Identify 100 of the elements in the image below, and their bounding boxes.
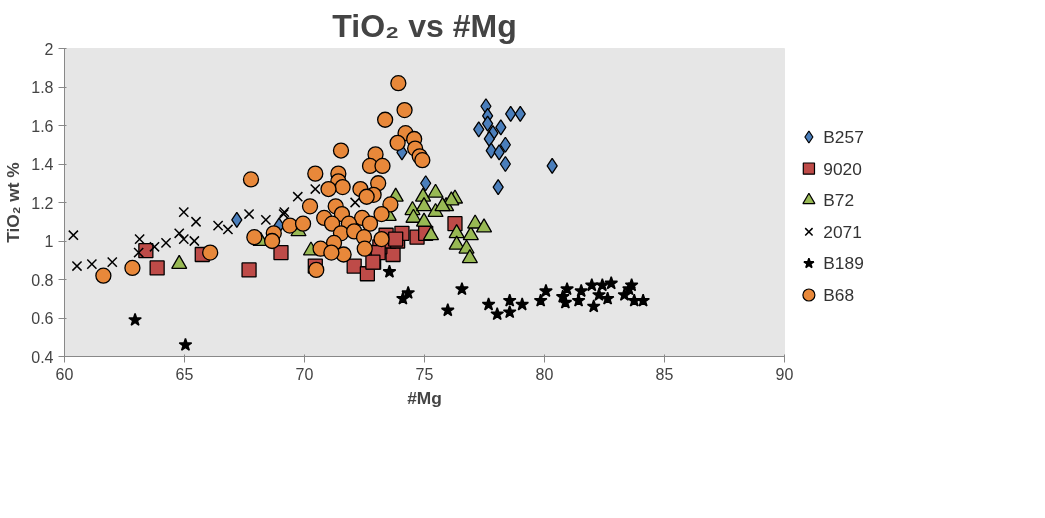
point (294, 215, 312, 232)
y-tick-label: 1.4 (31, 156, 54, 173)
point (533, 293, 548, 307)
y-tick-label: 1 (44, 233, 54, 250)
point (539, 283, 553, 298)
point (455, 281, 469, 296)
point (346, 258, 362, 274)
point (389, 134, 406, 151)
point (485, 142, 497, 159)
point (499, 136, 512, 153)
point (443, 191, 460, 206)
point (349, 197, 361, 208)
point (401, 285, 416, 299)
point (178, 337, 193, 351)
point (595, 278, 610, 292)
point (499, 155, 512, 173)
point (171, 254, 188, 270)
legend-label: 2071 (823, 221, 862, 242)
point (173, 227, 185, 239)
point (190, 216, 202, 228)
point (473, 121, 485, 138)
point (178, 206, 190, 218)
point (586, 299, 601, 313)
x-axis-title: #Mg (407, 387, 442, 408)
point (365, 254, 381, 270)
point (202, 244, 219, 261)
point (68, 229, 79, 241)
point (301, 198, 319, 215)
y-axis-title: TiO₂ wt % (3, 162, 24, 243)
point (481, 297, 496, 311)
point (396, 101, 413, 119)
point (574, 283, 589, 298)
point (604, 276, 619, 290)
point (382, 264, 397, 278)
point (448, 235, 465, 250)
point (246, 229, 263, 246)
point (212, 220, 224, 231)
point (260, 214, 272, 226)
x-tick-label: 65 (175, 365, 194, 383)
point (332, 142, 350, 159)
point (222, 224, 234, 235)
point (560, 281, 574, 296)
point (124, 259, 141, 277)
point (334, 178, 351, 196)
x-tick-label: 90 (775, 365, 794, 383)
point (323, 244, 340, 261)
point (395, 291, 410, 305)
point (475, 218, 493, 233)
point (490, 306, 505, 321)
point (231, 211, 243, 228)
point (376, 111, 394, 128)
point (515, 297, 530, 311)
point (414, 152, 431, 169)
point (584, 278, 599, 292)
point (481, 115, 494, 132)
point (86, 258, 98, 270)
y-tick-label: 0.8 (31, 271, 54, 289)
point (600, 291, 615, 305)
y-tick-label: 0.6 (31, 310, 54, 327)
point (448, 223, 465, 239)
point (160, 237, 172, 249)
point (502, 304, 517, 319)
point (134, 233, 145, 245)
point (320, 180, 337, 198)
point (420, 175, 432, 192)
y-tick-label: 1.6 (31, 117, 54, 135)
point (636, 293, 651, 307)
point (358, 188, 375, 205)
point (243, 208, 255, 220)
point (415, 197, 433, 212)
point (308, 261, 325, 279)
point (242, 171, 260, 188)
point (415, 212, 433, 227)
point (390, 75, 407, 92)
point (273, 244, 289, 261)
point (495, 119, 507, 136)
legend-label: B72 (823, 190, 855, 211)
point (149, 260, 165, 276)
legend-label: B189 (823, 253, 864, 274)
point (95, 267, 112, 284)
point (307, 165, 324, 182)
point (356, 240, 373, 257)
point (263, 232, 281, 250)
point (374, 157, 391, 175)
point (361, 215, 379, 232)
point (422, 225, 440, 241)
point (323, 215, 341, 232)
point (149, 241, 160, 253)
point (440, 303, 455, 317)
x-tick-label: 70 (295, 365, 314, 383)
point (106, 256, 118, 268)
point (373, 205, 390, 223)
point (128, 312, 142, 326)
point (309, 183, 321, 195)
point (133, 247, 145, 258)
point (71, 260, 83, 272)
x-tick-label: 75 (415, 365, 434, 383)
point (493, 144, 505, 161)
legend-label: B257 (823, 126, 864, 147)
y-tick-label: 0.4 (31, 348, 54, 366)
